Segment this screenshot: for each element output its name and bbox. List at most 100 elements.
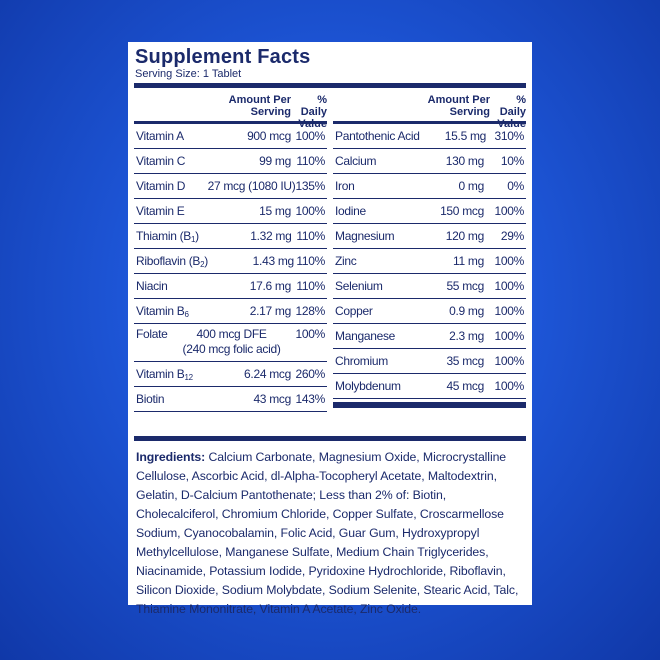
amount-per-serving: 15 mg	[259, 204, 291, 218]
nutrient-row: Calcium 130 mg 10%	[333, 149, 526, 174]
daily-value: 110%	[296, 154, 325, 168]
nutrient-row: Thiamin (B1) 1.32 mg 110%	[134, 224, 327, 249]
daily-value: 260%	[295, 367, 326, 381]
amount-per-serving: 2.3 mg	[449, 329, 484, 343]
amount-per-serving: 120 mg	[445, 229, 485, 243]
nutrient-row: Magnesium 120 mg 29%	[333, 224, 526, 249]
amount-per-serving: 11 mg	[453, 254, 484, 268]
nutrient-row: Zinc 11 mg 100%	[333, 249, 526, 274]
nutrient-name: Zinc	[335, 254, 357, 268]
amount-per-serving: 99 mg	[259, 154, 291, 168]
nutrient-row: Iron 0 mg 0%	[333, 174, 526, 199]
nutrient-name: Manganese	[335, 329, 396, 343]
daily-value: 128%	[295, 304, 326, 318]
nutrient-row: Molybdenum 45 mcg 100%	[333, 374, 526, 399]
daily-value: 100%	[494, 354, 525, 368]
dv-header: % Daily Value	[497, 94, 526, 130]
divider-bar	[134, 83, 526, 88]
amount-per-serving: 17.6 mg	[249, 279, 292, 293]
nutrient-name: Vitamin A	[134, 129, 197, 143]
nutrient-row: Vitamin A 900 mcg 100%	[134, 124, 327, 149]
daily-value: 110%	[296, 279, 325, 293]
nutrient-row: Copper 0.9 mg 100%	[333, 299, 526, 324]
left-column: Amount Per Serving % Daily Value Vitamin…	[134, 90, 327, 412]
serving-size: Serving Size: 1 Tablet	[135, 68, 242, 80]
ingredients-text: Calcium Carbonate, Magnesium Oxide, Micr…	[136, 450, 519, 616]
nutrient-row: Biotin 43 mcg 143%	[134, 387, 327, 412]
nutrient-name-text: Vitamin C	[136, 154, 186, 168]
ingredients-label: Ingredients:	[136, 450, 206, 464]
amount-per-serving: 0.9 mg	[449, 304, 484, 318]
nutrient-row: Riboflavin (B2) 1.43 mg 110%	[134, 249, 327, 274]
daily-value: 143%	[295, 392, 326, 406]
amount-line: (240 mcg folic acid)	[182, 342, 281, 356]
nutrient-name-text: Folate	[136, 327, 168, 341]
nutrient-name-text: Vitamin B	[136, 367, 185, 381]
amount-header: Amount Per Serving	[427, 94, 490, 118]
nutrient-name: Biotin	[134, 392, 197, 406]
nutrient-name: Vitamin C	[134, 154, 197, 168]
nutrient-name: Folate	[134, 327, 168, 341]
nutrient-name: Vitamin B6	[134, 304, 197, 319]
nutrient-name: Vitamin D	[134, 179, 185, 193]
nutrient-name: Chromium	[335, 354, 388, 368]
nutrient-name: Molybdenum	[335, 379, 401, 393]
nutrient-name: Iron	[335, 179, 355, 193]
nutrient-name-suffix: )	[204, 254, 208, 268]
right-column: Amount Per Serving % Daily Value Pantoth…	[333, 90, 526, 412]
amount-per-serving: 35 mcg	[446, 354, 484, 368]
nutrient-subscript: 12	[184, 373, 193, 382]
daily-value: 100%	[494, 204, 525, 218]
amount-per-serving: 6.24 mcg	[244, 367, 291, 381]
nutrient-name-text: Thiamin (B	[136, 229, 192, 243]
nutrient-name-text: Vitamin D	[136, 179, 186, 193]
nutrient-name: Copper	[335, 304, 373, 318]
daily-value: 100%	[494, 379, 525, 393]
nutrient-row: Chromium 35 mcg 100%	[333, 349, 526, 374]
daily-value: 100%	[494, 279, 525, 293]
nutrient-row: Iodine 150 mcg 100%	[333, 199, 526, 224]
nutrient-name: Selenium	[335, 279, 383, 293]
nutrient-subscript: 1	[191, 235, 196, 244]
nutrient-row: Vitamin D 27 mcg (1080 IU) 135%	[134, 174, 327, 199]
nutrient-subscript: 2	[200, 260, 205, 269]
amount-per-serving: 150 mcg	[440, 204, 484, 218]
right-rows: Pantothenic Acid 15.5 mg 310% Calcium 130 mg…	[333, 124, 526, 399]
nutrient-row: Selenium 55 mcg 100%	[333, 274, 526, 299]
left-rows: Vitamin A 900 mcg 100% Vitamin C 99 mg 110% Vi…	[134, 124, 327, 412]
nutrient-name-text: Riboflavin (B	[136, 254, 201, 268]
daily-value: 100%	[295, 327, 326, 341]
amount-per-serving: 900 mcg	[247, 129, 291, 143]
nutrient-name-text: Vitamin E	[136, 204, 185, 218]
nutrient-name: Vitamin B12	[134, 367, 197, 382]
daily-value: 100%	[494, 304, 525, 318]
amount-per-serving: 1.43 mg	[252, 254, 295, 268]
daily-value: 0%	[507, 179, 524, 193]
supplement-facts-panel: Supplement Facts Serving Size: 1 Tablet …	[128, 42, 532, 616]
nutrient-subscript: 6	[184, 310, 189, 319]
nutrient-name-text: Biotin	[136, 392, 165, 406]
nutrient-name: Riboflavin (B2)	[134, 254, 208, 269]
daily-value: 110%	[296, 254, 325, 268]
amount-per-serving: 43 mcg	[253, 392, 291, 406]
nutrient-row: Vitamin B6 2.17 mg 128%	[134, 299, 327, 324]
nutrient-name: Iodine	[335, 204, 366, 218]
right-column-header: Amount Per Serving % Daily Value	[333, 90, 526, 130]
amount-per-serving: 45 mcg	[446, 379, 484, 393]
nutrient-name-text: Vitamin A	[136, 129, 184, 143]
left-column-header: Amount Per Serving % Daily Value	[134, 90, 327, 130]
nutrient-row: Vitamin C 99 mg 110%	[134, 149, 327, 174]
nutrient-row: Manganese 2.3 mg 100%	[333, 324, 526, 349]
nutrient-row: Vitamin B12 6.24 mcg 260%	[134, 362, 327, 387]
nutrient-name: Thiamin (B1)	[134, 229, 199, 244]
dv-header: % Daily Value	[298, 94, 327, 130]
daily-value: 10%	[500, 154, 524, 168]
nutrient-name-suffix: )	[195, 229, 199, 243]
divider-bar	[134, 436, 526, 441]
daily-value: 110%	[296, 229, 325, 243]
amount-header: Amount Per Serving	[228, 94, 291, 118]
nutrient-row: Pantothenic Acid 15.5 mg 310%	[333, 124, 526, 149]
nutrient-name: Pantothenic Acid	[335, 129, 420, 143]
panel-title: Supplement Facts	[135, 46, 311, 68]
nutrient-row: Vitamin E 15 mg 100%	[134, 199, 327, 224]
